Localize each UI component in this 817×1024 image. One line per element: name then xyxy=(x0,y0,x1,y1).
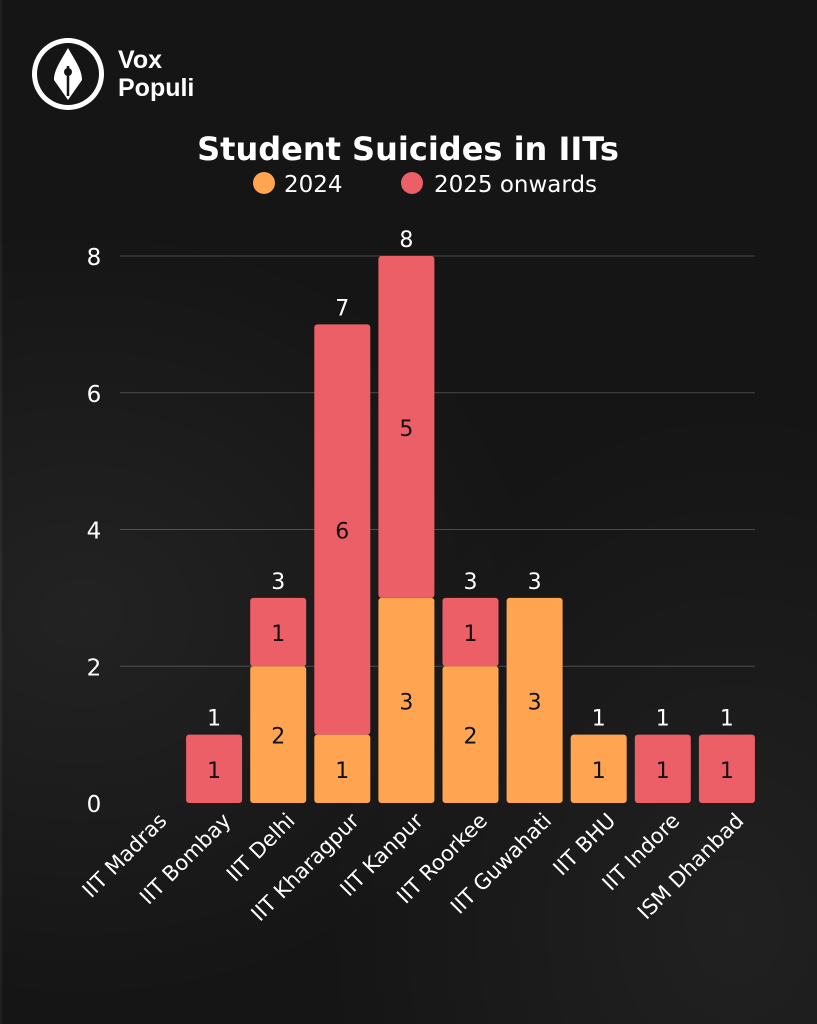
legend-label-1: 2024 xyxy=(284,172,343,198)
bar-segment-2025-onwards xyxy=(186,734,243,803)
bar-segment-2024 xyxy=(442,666,499,803)
y-tick-label: 2 xyxy=(87,655,102,681)
bar-segment-2024 xyxy=(570,734,627,803)
bar-total-label: 1 xyxy=(720,707,734,732)
bar-total-label: 3 xyxy=(271,570,285,595)
segment-value-label: 6 xyxy=(335,520,349,545)
y-tick-label: 4 xyxy=(87,519,102,545)
segment-value-label: 2 xyxy=(464,725,478,750)
bar-total-label: 1 xyxy=(207,707,221,732)
segment-value-label: 3 xyxy=(528,690,542,715)
segment-value-label: 1 xyxy=(464,622,478,647)
y-tick-label: 6 xyxy=(87,382,102,408)
bar-segment-2024 xyxy=(314,734,371,803)
segment-value-label: 1 xyxy=(335,759,349,784)
legend-swatch-2 xyxy=(401,172,423,194)
bar-segment-2024 xyxy=(250,666,307,803)
segment-value-label: 2 xyxy=(271,725,285,750)
segment-value-label: 1 xyxy=(656,759,670,784)
bar-segment-2024 xyxy=(506,597,563,803)
brand-logo: Vox Populi xyxy=(30,36,194,112)
bar-segment-2025-onwards xyxy=(378,256,435,598)
bar-total-label: 3 xyxy=(528,570,542,595)
segment-value-label: 1 xyxy=(592,759,606,784)
bar-total-label: 7 xyxy=(335,296,349,321)
bar-total-label: 1 xyxy=(592,707,606,732)
legend-label-2: 2025 onwards xyxy=(434,172,597,198)
segment-value-label: 1 xyxy=(207,759,221,784)
segment-value-label: 3 xyxy=(399,690,413,715)
bar-total-label: 8 xyxy=(399,228,413,253)
y-tick-label: 8 xyxy=(87,245,102,271)
fountain-pen-nib-icon xyxy=(32,38,104,110)
segment-value-label: 5 xyxy=(399,417,413,442)
segment-value-label: 1 xyxy=(271,622,285,647)
brand-line-1: Vox xyxy=(118,46,162,74)
y-tick-label: 0 xyxy=(87,792,102,818)
bar-segment-2025-onwards xyxy=(442,597,499,667)
bar-segment-2025-onwards xyxy=(314,324,371,735)
bar-total-label: 3 xyxy=(464,570,478,595)
segment-value-label: 1 xyxy=(720,759,734,784)
chart-title: Student Suicides in IITs xyxy=(197,130,619,168)
legend-swatch-1 xyxy=(253,172,275,194)
bar-segment-2024 xyxy=(378,597,435,803)
bar-segment-2025-onwards xyxy=(634,734,691,803)
brand-line-2: Populi xyxy=(118,74,195,102)
bar-total-label: 1 xyxy=(656,707,670,732)
bar-segment-2025-onwards xyxy=(698,734,755,803)
bar-segment-2025-onwards xyxy=(250,597,307,667)
